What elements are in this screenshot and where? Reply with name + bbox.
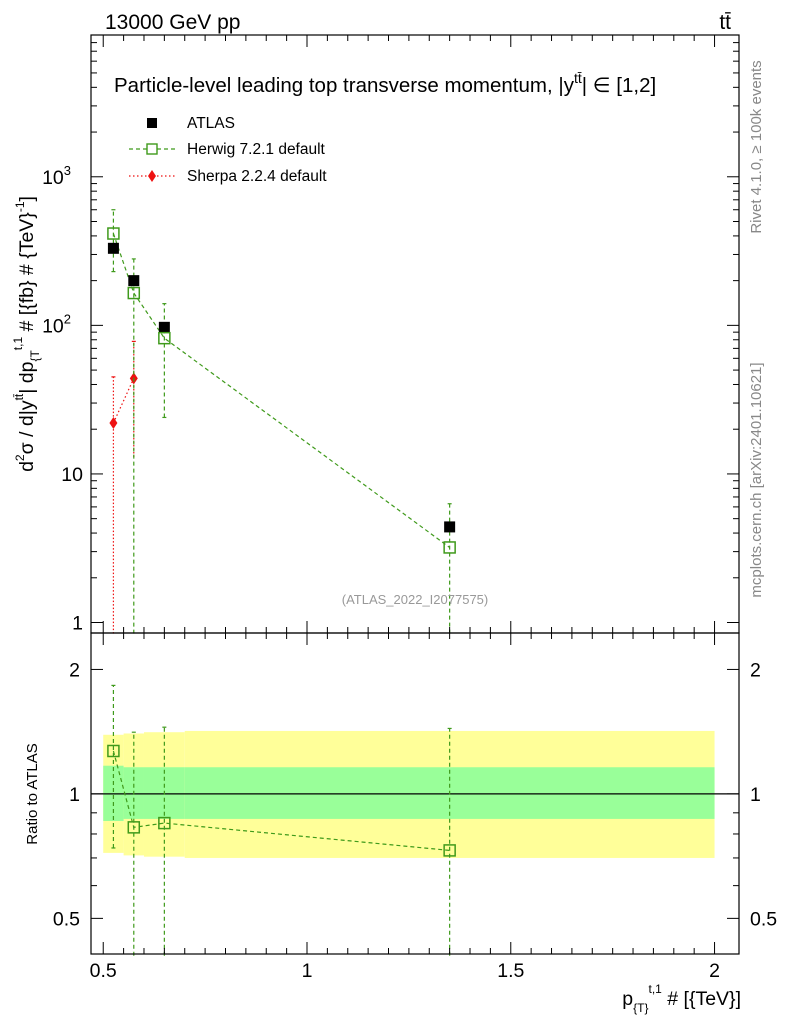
ratio-herwig-point xyxy=(158,816,171,830)
ratio-herwig-point xyxy=(127,821,141,834)
herwig-point xyxy=(107,227,120,240)
legend-marker-sherpa xyxy=(148,170,156,182)
x-tick-label: 1 xyxy=(302,960,313,982)
atlas-point xyxy=(128,275,140,287)
energy-label: 13000 GeV pp xyxy=(105,11,240,34)
x-tick-label: 0.5 xyxy=(90,960,117,982)
x-tick-label: 1.5 xyxy=(497,960,524,982)
process-label: tt̄ xyxy=(719,11,731,34)
ratio-panel: 0.5 0.5 1 1 2 2 0.5 1 1.5 2 Ratio to ATLAS p{T}t,… xyxy=(24,632,777,1015)
main-ylabel: d2σ / d|ytt̄| dp{Tt,1 # [{fb} # {TeV}-1] xyxy=(11,196,42,472)
ratio-y-tick-label-left: 2 xyxy=(69,659,80,681)
main-title: Particle-level leading top transverse mo… xyxy=(114,70,656,97)
ratio-y-tick-label-left: 1 xyxy=(69,784,80,806)
ratio-y-tick-label-right: 2 xyxy=(750,659,761,681)
rivet-label: Rivet 4.1.0, ≥ 100k events xyxy=(748,60,765,233)
herwig-point xyxy=(443,541,456,554)
ratio-y-tick-label-left: 0.5 xyxy=(53,908,80,930)
y-tick-label: 102 xyxy=(42,311,71,337)
atlas-point xyxy=(444,521,456,533)
legend-label-sherpa: Sherpa 2.2.4 default xyxy=(187,168,327,185)
ratio-herwig-point xyxy=(107,744,120,758)
x-tick-label: 2 xyxy=(709,960,720,982)
main-panel: 1 10 102 103 Particle-level leading top tra… xyxy=(11,34,740,635)
legend: ATLAS Herwig 7.2.1 default Sherpa 2.2.4 … xyxy=(129,115,327,185)
ratio-herwig-line xyxy=(112,750,450,852)
y-tick-label: 103 xyxy=(42,163,71,189)
ratio-y-tick-label-right: 1 xyxy=(750,784,761,806)
legend-marker-atlas xyxy=(147,118,157,128)
watermark: (ATLAS_2022_I2077575) xyxy=(342,592,488,607)
sherpa-line xyxy=(112,378,135,424)
ratio-y-tick-label-right: 0.5 xyxy=(750,908,777,930)
legend-label-atlas: ATLAS xyxy=(187,115,235,132)
mcplots-label: mcplots.cern.ch [arXiv:2401.10621] xyxy=(748,362,765,597)
legend-marker-herwig xyxy=(146,143,158,155)
atlas-point xyxy=(107,242,119,254)
y-tick-label: 10 xyxy=(61,464,83,486)
legend-label-herwig: Herwig 7.2.1 default xyxy=(187,141,326,158)
herwig-point xyxy=(158,331,171,345)
ratio-ylabel: Ratio to ATLAS xyxy=(24,743,41,844)
herwig-line xyxy=(112,233,450,548)
ratio-herwig-point xyxy=(443,844,456,857)
sherpa-point xyxy=(109,417,118,430)
title-tail: | ∈ [1,2] xyxy=(582,74,656,97)
ratio-xlabel: p{T}t,1 # [{TeV}] xyxy=(622,982,741,1015)
atlas-point xyxy=(158,321,170,333)
y-tick-label: 1 xyxy=(72,613,83,635)
herwig-point xyxy=(127,286,141,300)
svg-text:d2σ / d|ytt̄| dp{Tt,1 # [{fb}: d2σ / d|ytt̄| dp{Tt,1 # [{fb} # {TeV}-1] xyxy=(11,196,42,472)
title-main: Particle-level leading top transverse mo… xyxy=(114,74,575,97)
title-tt: tt̄ xyxy=(574,70,582,86)
